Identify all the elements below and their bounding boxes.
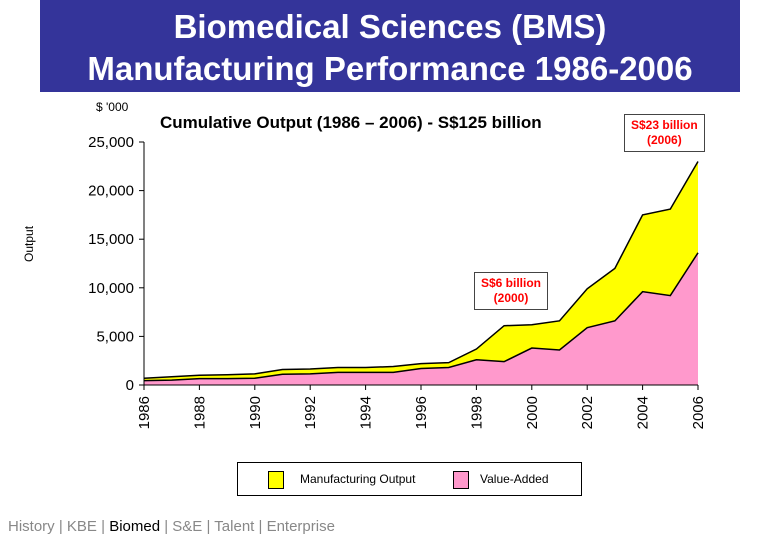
footer-separator: | [101,518,106,535]
y-tick-label: 15,000 [88,231,134,248]
line-manufacturing-output [143,161,699,379]
unit-label: $ '000 [96,100,129,114]
x-tick-label: 1994 [358,396,375,429]
footer-separator: | [164,518,169,535]
x-tick-label: 1990 [247,396,264,429]
chart-subtitle: Cumulative Output (1986 – 2006) - S$125 … [160,113,542,132]
x-tick-label: 1998 [468,396,485,429]
x-tick-label: 1988 [191,396,208,429]
callout-2000-line1: S$6 billion [481,276,542,290]
footer-link-history[interactable]: History [8,518,55,535]
footer-separator: | [206,518,211,535]
footer-nav: History | KBE | Biomed | S&E | Talent | … [8,518,335,535]
legend-swatch-value-added [453,471,469,489]
x-tick-label: 1996 [413,396,430,429]
footer-link-talent[interactable]: Talent [214,518,255,535]
x-tick-label: 1992 [302,396,319,429]
footer-separator: | [258,518,263,535]
footer-link-enterprise[interactable]: Enterprise [266,518,335,535]
callout-2006-line2: (2006) [647,133,682,147]
y-tick-label: 25,000 [88,134,134,151]
x-tick-label: 2002 [579,396,596,429]
y-tick-label: 20,000 [88,183,134,200]
footer-link-kbe[interactable]: KBE [66,518,97,535]
footer-separator: | [58,518,63,535]
callout-2000: S$6 billion (2000) [474,272,549,310]
title-line-2: Manufacturing Performance 1986-2006 [87,50,693,87]
legend-swatch-manufacturing-output [268,471,284,489]
y-tick-label: 5,000 [96,328,134,345]
callout-2006-line1: S$23 billion [631,118,698,132]
x-tick-label: 2006 [690,396,707,429]
y-tick-label: 0 [126,377,134,394]
x-tick-label: 2000 [524,396,541,429]
line-value-added [143,252,699,382]
y-tick-label: 10,000 [88,280,134,297]
legend-label-manufacturing-output: Manufacturing Output [300,472,416,486]
callout-2000-line2: (2000) [493,291,529,305]
footer-link-se[interactable]: S&E [172,518,203,535]
chart-legend: Manufacturing Output Value-Added [237,462,582,496]
title-line-1: Biomedical Sciences (BMS) [173,8,607,45]
legend-label-value-added: Value-Added [480,472,549,486]
x-tick-label: 2004 [635,396,652,429]
area-manufacturing-output [144,161,698,385]
x-tick-label: 1986 [136,396,153,429]
area-value-added [144,252,698,385]
callout-2006: S$23 billion (2006) [624,114,705,152]
footer-link-biomed[interactable]: Biomed [109,518,161,535]
title-banner: Biomedical Sciences (BMS) Manufacturing … [40,0,740,92]
